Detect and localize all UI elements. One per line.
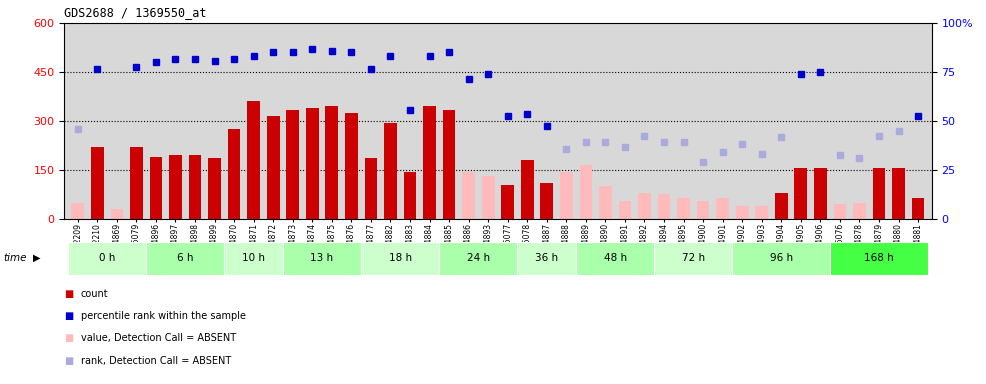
Bar bbox=[110, 209, 123, 219]
Bar bbox=[286, 109, 299, 219]
Bar bbox=[677, 198, 690, 219]
Bar bbox=[638, 193, 651, 219]
Bar bbox=[501, 185, 514, 219]
Text: 36 h: 36 h bbox=[535, 253, 558, 263]
Bar bbox=[736, 206, 748, 219]
Text: GDS2688 / 1369550_at: GDS2688 / 1369550_at bbox=[64, 6, 207, 19]
Bar bbox=[853, 203, 866, 219]
Bar bbox=[658, 194, 670, 219]
Bar bbox=[170, 155, 181, 219]
Text: 0 h: 0 h bbox=[99, 253, 115, 263]
Bar bbox=[462, 172, 475, 219]
Text: 168 h: 168 h bbox=[864, 253, 894, 263]
Bar bbox=[345, 113, 358, 219]
Bar bbox=[225, 242, 283, 275]
Bar bbox=[208, 159, 221, 219]
Bar bbox=[361, 242, 440, 275]
Bar bbox=[560, 172, 573, 219]
Bar bbox=[775, 193, 788, 219]
Bar bbox=[912, 198, 925, 219]
Bar bbox=[150, 157, 163, 219]
Bar bbox=[247, 101, 260, 219]
Bar bbox=[423, 106, 436, 219]
Bar bbox=[618, 201, 631, 219]
Text: rank, Detection Call = ABSENT: rank, Detection Call = ABSENT bbox=[81, 356, 231, 366]
Text: 10 h: 10 h bbox=[243, 253, 265, 263]
Bar bbox=[440, 242, 518, 275]
Bar bbox=[68, 242, 146, 275]
Text: value, Detection Call = ABSENT: value, Detection Call = ABSENT bbox=[81, 333, 236, 343]
Bar bbox=[188, 155, 201, 219]
Bar bbox=[599, 186, 611, 219]
Text: 72 h: 72 h bbox=[681, 253, 705, 263]
Bar bbox=[580, 165, 593, 219]
Text: ■: ■ bbox=[64, 289, 73, 299]
Text: 96 h: 96 h bbox=[770, 253, 793, 263]
Bar bbox=[755, 206, 768, 219]
Text: 24 h: 24 h bbox=[466, 253, 490, 263]
Bar bbox=[697, 201, 710, 219]
Text: 18 h: 18 h bbox=[388, 253, 412, 263]
Bar bbox=[833, 204, 846, 219]
Text: 13 h: 13 h bbox=[311, 253, 333, 263]
Bar bbox=[365, 159, 378, 219]
Bar bbox=[267, 116, 280, 219]
Bar bbox=[830, 242, 928, 275]
Bar bbox=[655, 242, 733, 275]
Bar bbox=[873, 168, 885, 219]
Text: ▶: ▶ bbox=[33, 253, 40, 263]
Bar bbox=[892, 168, 905, 219]
Bar bbox=[814, 168, 826, 219]
Bar bbox=[385, 122, 396, 219]
Bar bbox=[733, 242, 830, 275]
Bar bbox=[518, 242, 576, 275]
Bar bbox=[146, 242, 225, 275]
Bar bbox=[443, 109, 456, 219]
Bar bbox=[71, 203, 84, 219]
Bar bbox=[306, 108, 318, 219]
Text: 6 h: 6 h bbox=[177, 253, 193, 263]
Text: time: time bbox=[3, 253, 27, 263]
Bar bbox=[795, 168, 808, 219]
Bar bbox=[540, 183, 553, 219]
Text: ■: ■ bbox=[64, 333, 73, 343]
Bar bbox=[325, 106, 338, 219]
Text: count: count bbox=[81, 289, 108, 299]
Bar bbox=[716, 198, 729, 219]
Bar bbox=[228, 129, 241, 219]
Text: ■: ■ bbox=[64, 311, 73, 321]
Bar bbox=[521, 160, 533, 219]
Bar bbox=[283, 242, 361, 275]
Bar bbox=[576, 242, 655, 275]
Text: 48 h: 48 h bbox=[603, 253, 627, 263]
Bar bbox=[403, 172, 416, 219]
Text: ■: ■ bbox=[64, 356, 73, 366]
Bar bbox=[91, 147, 104, 219]
Bar bbox=[130, 147, 143, 219]
Bar bbox=[482, 177, 495, 219]
Text: percentile rank within the sample: percentile rank within the sample bbox=[81, 311, 246, 321]
